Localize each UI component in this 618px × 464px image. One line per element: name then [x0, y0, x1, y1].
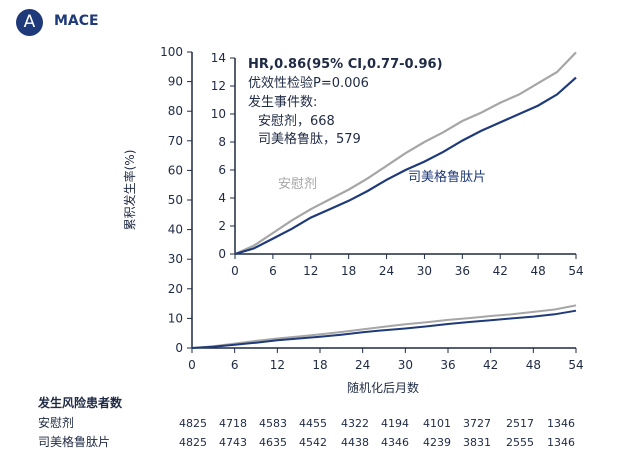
inset-x-tick-label: 36 — [455, 264, 470, 278]
placebo-series-label: 安慰剂 — [278, 177, 317, 192]
main-x-tick-label: 24 — [355, 358, 370, 372]
main-y-tick-label: 40 — [168, 223, 183, 237]
risk-table-title: 发生风险患者数 — [37, 395, 123, 410]
main-x-tick-label: 12 — [270, 358, 285, 372]
inset-y-tick-label: 0 — [218, 247, 226, 261]
inset-y-tick-label: 2 — [218, 219, 226, 233]
risk-table-cell: 4743 — [219, 436, 247, 449]
main-y-tick-label: 80 — [168, 104, 183, 118]
sema-series-label: 司美格鲁肽片 — [408, 169, 486, 185]
risk-table-cell: 4825 — [179, 417, 207, 430]
inset-x-tick-label: 0 — [231, 264, 239, 278]
main-y-tick-label: 60 — [168, 163, 183, 177]
main-y-tick-label: 70 — [168, 134, 183, 148]
risk-table-cell: 1346 — [547, 436, 575, 449]
hr-annotation: HR,0.86(95% CI,0.77-0.96) — [248, 57, 443, 72]
risk-table: 安慰剂 4825 4718 4583 4455 4322 4194 4101 3727 2517 1… — [38, 415, 575, 449]
inset-y-tick-label: 10 — [211, 107, 226, 121]
risk-table-cell: 4825 — [179, 436, 207, 449]
main-x-tick-label: 54 — [568, 358, 583, 372]
risk-table-row-label: 司美格鲁肽片 — [38, 434, 110, 449]
inset-x-tick-label: 42 — [493, 264, 508, 278]
risk-table-cell: 4194 — [381, 417, 409, 430]
inset-y-tick-label: 14 — [211, 51, 226, 65]
main-y-tick-label: 20 — [168, 282, 183, 296]
main-x-tick-label: 36 — [440, 358, 455, 372]
main-x-tick-label: 18 — [312, 358, 327, 372]
main-y-tick-label: 0 — [175, 341, 183, 355]
risk-table-cell: 4346 — [381, 436, 409, 449]
sema-events: 司美格鲁肽，579 — [258, 131, 361, 147]
inset-y-tick-label: 6 — [218, 163, 226, 177]
risk-table-cell: 4635 — [259, 436, 287, 449]
inset-x-tick-label: 30 — [417, 264, 432, 278]
risk-table-cell: 4718 — [219, 417, 247, 430]
inset-y-tick-label: 4 — [218, 191, 226, 205]
panel-title: MACE — [54, 13, 99, 29]
main-x-tick-label: 42 — [483, 358, 498, 372]
inset-x-tick-label: 18 — [341, 264, 356, 278]
main-y-tick-label: 100 — [160, 45, 183, 59]
inset-series-lines — [234, 51, 577, 256]
inset-x-tick-label: 24 — [379, 264, 394, 278]
main-x-tick-label: 0 — [188, 358, 196, 372]
risk-table-cell: 4239 — [423, 436, 451, 449]
main-y-tick-label: 10 — [168, 311, 183, 325]
placebo-events: 安慰剂，668 — [258, 114, 335, 129]
risk-table-cell: 3831 — [463, 436, 491, 449]
main-semaglutide-line — [191, 309, 577, 349]
risk-table-row-label: 安慰剂 — [38, 415, 74, 430]
main-y-tick-label: 90 — [168, 75, 183, 89]
inset-placebo-line — [234, 51, 577, 256]
main-y-tick-label: 30 — [168, 252, 183, 266]
p-value-annotation: 优效性检验P=0.006 — [248, 75, 369, 91]
inset-semaglutide-line — [234, 76, 577, 256]
main-x-tick-label: 48 — [526, 358, 541, 372]
x-axis-label: 随机化后月数 — [347, 380, 419, 395]
panel-letter-badge: A — [16, 9, 43, 36]
risk-table-cell: 3727 — [463, 417, 491, 430]
inset-x-tick-label: 48 — [530, 264, 545, 278]
risk-table-cell: 4322 — [341, 417, 369, 430]
risk-table-cell: 4455 — [299, 417, 327, 430]
inset-y-tick-label: 12 — [211, 79, 226, 93]
inset-x-tick-label: 12 — [303, 264, 318, 278]
main-y-tick-label: 50 — [168, 193, 183, 207]
risk-table-cell: 1346 — [547, 417, 575, 430]
risk-table-cell: 2517 — [506, 417, 534, 430]
inset-x-tick-label: 54 — [568, 264, 583, 278]
risk-table-cell: 4542 — [299, 436, 327, 449]
main-series-lines — [191, 304, 577, 349]
risk-table-cell: 2555 — [506, 436, 534, 449]
inset-x-tick-label: 6 — [269, 264, 277, 278]
inset-y-tick-label: 8 — [218, 135, 226, 149]
risk-table-cell: 4438 — [341, 436, 369, 449]
main-x-tick-label: 6 — [231, 358, 239, 372]
events-title: 发生事件数: — [248, 94, 317, 110]
main-placebo-line — [191, 304, 577, 349]
main-x-tick-label: 30 — [398, 358, 413, 372]
risk-table-cell: 4583 — [259, 417, 287, 430]
risk-table-cell: 4101 — [423, 417, 451, 430]
y-axis-label: 累积发生率(%) — [122, 150, 137, 231]
